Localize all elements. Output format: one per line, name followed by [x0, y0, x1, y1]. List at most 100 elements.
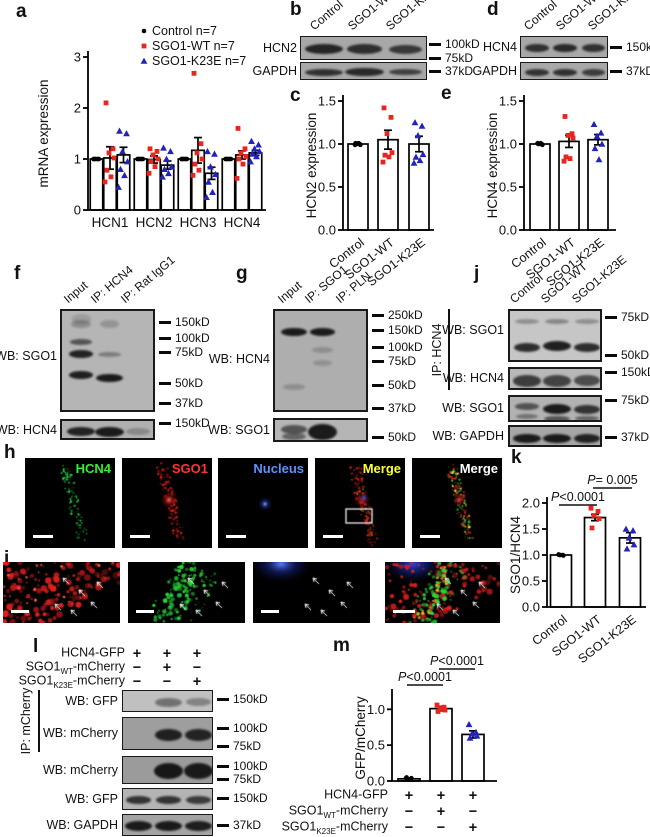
- condition-sub: WT: [323, 810, 336, 820]
- data-point: [110, 146, 116, 152]
- bar: [549, 554, 573, 608]
- blot-row-label: WB: GFP: [65, 791, 118, 806]
- blot-strip: [508, 395, 602, 422]
- data-point: [159, 173, 166, 180]
- condition-text: SGO1: [281, 819, 317, 834]
- data-point: [595, 156, 603, 163]
- data-point: [473, 732, 481, 739]
- data-point: [116, 127, 123, 134]
- bar: [347, 143, 369, 231]
- protein-band: [304, 44, 343, 54]
- data-point: [538, 140, 543, 146]
- mw-marker-dash: [372, 436, 384, 439]
- panel-label-j: j: [474, 263, 480, 284]
- mw-marker-label: 150kD: [233, 692, 268, 706]
- data-point: [389, 150, 395, 155]
- protein-band: [573, 342, 600, 352]
- micrograph-sgo1: [122, 458, 212, 548]
- plus-minus: +: [404, 787, 414, 804]
- plus-minus: −: [404, 803, 414, 820]
- mw-marker-dash: [605, 354, 617, 357]
- scale-bar: [11, 610, 29, 613]
- data-point: [247, 158, 254, 165]
- protein-band: [154, 821, 183, 831]
- mw-marker-dash: [372, 384, 384, 387]
- condition-label: SGO1K23E-mCherry: [282, 820, 388, 836]
- scale-bar: [261, 610, 279, 613]
- blot-strip: [520, 62, 608, 80]
- condition-text: -mCherry: [72, 673, 125, 688]
- blot-strip: [520, 36, 608, 58]
- p-value: P<0.0001: [430, 654, 484, 668]
- condition-label: HCN4-GFP: [324, 788, 388, 804]
- mw-marker-dash: [605, 399, 617, 402]
- blot-row-label: GAPDH: [472, 63, 517, 78]
- data-point: [167, 147, 174, 155]
- protein-band: [98, 351, 121, 357]
- blot-row-label: WB: HCN4: [442, 370, 504, 385]
- data-point: [150, 152, 156, 158]
- micrograph-merge: [315, 458, 405, 548]
- protein-band: [281, 327, 307, 336]
- bar: [133, 158, 148, 211]
- data-point: [410, 159, 418, 166]
- data-point: [242, 146, 248, 152]
- data-point: [466, 734, 474, 741]
- protein-band: [308, 424, 337, 440]
- condition-label: SGO1K23E-mCherry: [19, 674, 125, 690]
- data-point: [204, 147, 211, 155]
- data-point: [386, 154, 392, 160]
- mw-marker-dash: [217, 824, 229, 827]
- data-point: [411, 119, 419, 126]
- plus-minus: −: [132, 659, 142, 676]
- protein-band: [184, 821, 212, 831]
- condition-label: SGO1WT-mCherry: [26, 660, 125, 676]
- blot-strip: [122, 756, 213, 784]
- blot-row-label: WB: GAPDH: [432, 428, 504, 443]
- mw-marker-label: 250kD: [388, 308, 423, 322]
- plus-minus: +: [468, 787, 478, 804]
- data-point: [190, 172, 196, 178]
- scale-bar: [323, 535, 343, 538]
- mw-marker-label: 100kD: [388, 340, 423, 354]
- protein-band: [313, 359, 332, 366]
- data-point: [141, 28, 147, 34]
- data-point: [182, 156, 188, 162]
- micrograph-zoom-nucleus: [253, 562, 370, 623]
- data-point: [403, 775, 409, 781]
- condition-sub: K23E: [316, 826, 336, 836]
- plus-minus: −: [132, 673, 142, 690]
- plus-minus: +: [132, 645, 142, 662]
- panel-label-b: b: [290, 0, 302, 20]
- data-point: [212, 170, 219, 178]
- data-point: [104, 167, 110, 173]
- blot-strip: [60, 419, 155, 440]
- mw-marker-label: 150kD: [175, 315, 210, 329]
- mw-marker-dash: [159, 402, 171, 405]
- scale-bar: [420, 535, 440, 538]
- panel-label-h: h: [4, 442, 16, 463]
- y-tick-label: 0.0: [522, 600, 540, 615]
- blot-row-label: WB: mCherry: [43, 725, 118, 740]
- panel-label-c: c: [290, 85, 301, 106]
- data-point: [163, 155, 170, 162]
- ip-bracket-label: IP: mCherry: [18, 687, 33, 755]
- data-point: [625, 534, 633, 541]
- mw-marker-label: 37kD: [233, 818, 262, 832]
- blot-strip: [122, 717, 213, 750]
- data-point: [119, 147, 126, 155]
- blot-row-label: WB: mCherry: [43, 762, 118, 777]
- protein-band: [573, 433, 600, 443]
- data-point: [106, 150, 112, 156]
- mw-marker-label: 75kD: [175, 345, 204, 359]
- data-point: [138, 156, 144, 162]
- data-point: [388, 114, 394, 120]
- data-point: [472, 728, 480, 736]
- micrograph-zoom-sgo1: [3, 562, 120, 623]
- data-point: [148, 159, 154, 164]
- data-point: [194, 150, 200, 156]
- data-point: [256, 147, 263, 155]
- protein-band: [515, 413, 539, 419]
- protein-band: [524, 68, 550, 76]
